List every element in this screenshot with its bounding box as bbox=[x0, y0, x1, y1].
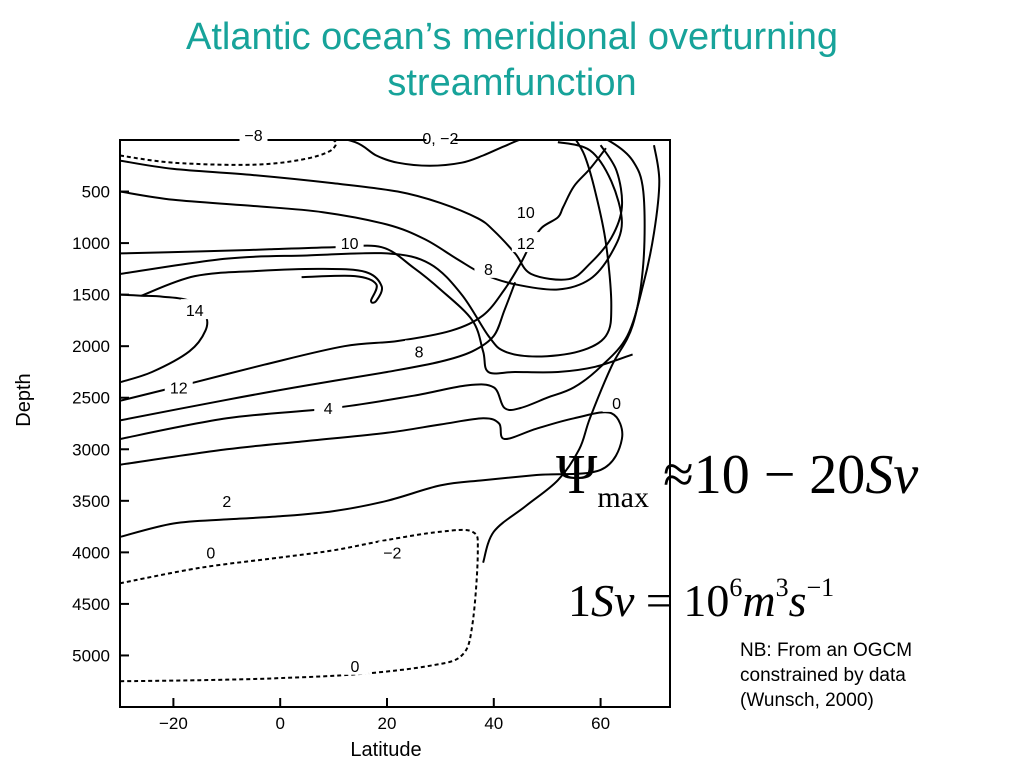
note-line-1: NB: From an OGCM bbox=[740, 640, 913, 661]
contour-label-4: 10 bbox=[341, 236, 359, 253]
contour-line-8 bbox=[120, 281, 517, 422]
y-axis-label: Depth bbox=[13, 373, 35, 426]
max-subscript: max bbox=[597, 481, 649, 514]
x-axis-label: Latitude bbox=[350, 739, 421, 761]
y-tick-label-5: 3000 bbox=[72, 440, 110, 459]
slide-title-line-2: streamfunction bbox=[387, 62, 637, 104]
contour-label-bg-8 bbox=[164, 376, 193, 397]
contour-line-12 bbox=[120, 140, 338, 166]
contour-label-bg-9 bbox=[314, 397, 343, 418]
contour-label-bg-3 bbox=[511, 232, 540, 253]
contour-label-bg-13 bbox=[378, 541, 407, 562]
y-tick-label-0: 500 bbox=[82, 183, 110, 202]
contour-label-12: 0 bbox=[206, 545, 215, 562]
slide-title-line-1: Atlantic ocean’s meridional overturning bbox=[186, 16, 838, 58]
contour-line-0 bbox=[120, 144, 624, 281]
x-tick-label-3: 40 bbox=[484, 714, 503, 733]
contour-label-0: −8 bbox=[244, 128, 262, 145]
contour-label-bg-5 bbox=[474, 257, 503, 278]
contour-label-9: 4 bbox=[324, 401, 333, 418]
y-tick-label-3: 2000 bbox=[72, 337, 110, 356]
sverdrup-definition: 1Sv = 106m3s−1 bbox=[568, 560, 834, 629]
contour-label-bg-2 bbox=[511, 201, 540, 222]
x-tick-label-1: 0 bbox=[275, 714, 284, 733]
def-sv-unit: Sv bbox=[591, 575, 635, 626]
contour-label-8: 12 bbox=[170, 380, 188, 397]
contour-label-11: 2 bbox=[222, 494, 231, 511]
y-tick-label-8: 4500 bbox=[72, 595, 110, 614]
contour-label-3: 12 bbox=[517, 236, 535, 253]
note-line-2: constrained by data bbox=[740, 665, 906, 686]
contour-label-14: 0 bbox=[350, 659, 359, 676]
contour-line-10 bbox=[120, 411, 624, 538]
x-tick-label-4: 60 bbox=[591, 714, 610, 733]
plot-frame bbox=[119, 139, 671, 708]
contour-label-bg-10 bbox=[602, 391, 631, 412]
def-m: m bbox=[742, 575, 776, 626]
contour-line-1 bbox=[120, 141, 623, 291]
def-s: s bbox=[788, 575, 807, 626]
contour-label-10: 0 bbox=[612, 396, 621, 413]
contour-label-2: 10 bbox=[517, 205, 535, 222]
contour-line-4 bbox=[120, 244, 633, 375]
contour-label-bg-4 bbox=[335, 232, 364, 253]
y-tick-label-4: 2500 bbox=[72, 389, 110, 408]
x-tick-label-2: 20 bbox=[378, 714, 397, 733]
contour-label-7: 8 bbox=[415, 344, 424, 361]
def-equals-ten: = 10 bbox=[634, 575, 730, 626]
def-one: 1 bbox=[568, 575, 591, 626]
contour-line-5 bbox=[141, 267, 384, 304]
y-tick-label-9: 5000 bbox=[72, 646, 110, 665]
contour-label-bg-12 bbox=[196, 541, 225, 562]
contour-label-6: 14 bbox=[186, 303, 204, 320]
def-exponent-minus-1: −1 bbox=[806, 573, 835, 602]
psi-max-formula: Ψmax ≈10 − 20Sv bbox=[556, 440, 918, 533]
contour-label-13: −2 bbox=[383, 545, 401, 562]
y-tick-label-6: 3500 bbox=[72, 492, 110, 511]
sv-unit: Sv bbox=[865, 444, 919, 506]
y-tick-label-1: 1000 bbox=[72, 234, 110, 253]
psi-symbol: Ψ bbox=[556, 444, 598, 506]
y-tick-label-2: 1500 bbox=[72, 286, 110, 305]
contour-label-bg-11 bbox=[212, 489, 241, 510]
contour-label-bg-7 bbox=[405, 340, 434, 361]
contour-label-bg-1 bbox=[426, 126, 455, 147]
contour-label-bg-0 bbox=[239, 123, 268, 144]
contour-label-1: 0, −2 bbox=[422, 131, 458, 148]
approx-symbol: ≈ bbox=[662, 444, 694, 506]
y-tick-label-7: 4000 bbox=[72, 543, 110, 562]
contour-label-bg-14 bbox=[340, 654, 369, 675]
contour-label-bg-6 bbox=[180, 299, 209, 320]
range-value: 10 − 20 bbox=[693, 444, 866, 506]
contour-label-5: 8 bbox=[484, 262, 493, 279]
contour-line-3 bbox=[120, 140, 613, 358]
contour-line-7 bbox=[120, 147, 607, 402]
slide-title: Atlantic ocean’s meridional overturning … bbox=[0, 14, 1024, 106]
contour-line-11 bbox=[120, 528, 479, 683]
x-tick-label-0: −20 bbox=[159, 714, 188, 733]
def-exponent-6: 6 bbox=[729, 573, 743, 602]
contour-line-2 bbox=[344, 140, 646, 564]
note-line-3: (Wunsch, 2000) bbox=[740, 690, 874, 711]
source-note: NB: From an OGCM constrained by data (Wu… bbox=[740, 638, 1000, 713]
def-exponent-3: 3 bbox=[775, 573, 789, 602]
